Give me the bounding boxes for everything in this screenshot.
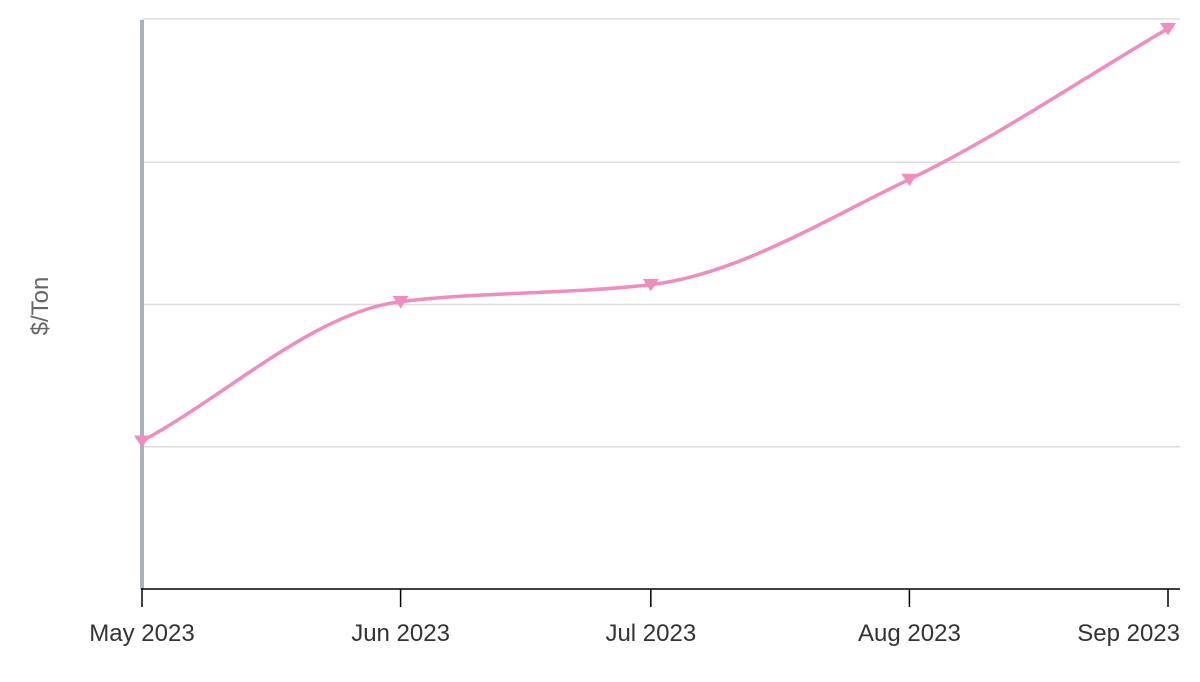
x-tick-label: Aug 2023 xyxy=(858,620,961,647)
data-point-marker xyxy=(642,278,659,292)
x-tick-label: Jul 2023 xyxy=(605,620,696,647)
data-point-marker xyxy=(901,173,918,187)
data-point-marker xyxy=(134,435,150,448)
series-layer xyxy=(134,22,1176,448)
series-line xyxy=(140,26,1170,443)
axes xyxy=(140,20,1180,607)
data-point-marker xyxy=(1160,22,1176,36)
tick-labels: May 2023 Jun 2023 Jul 2023 Aug 2023 Sep 2023 xyxy=(89,620,1180,647)
data-point-marker xyxy=(392,296,409,309)
x-tick-label: Jun 2023 xyxy=(351,620,450,647)
x-tick-label: May 2023 xyxy=(89,620,194,647)
x-tick-label: Sep 2023 xyxy=(1077,620,1180,647)
y-axis-title: $/Ton xyxy=(27,277,54,336)
grid-lines xyxy=(142,18,1180,448)
